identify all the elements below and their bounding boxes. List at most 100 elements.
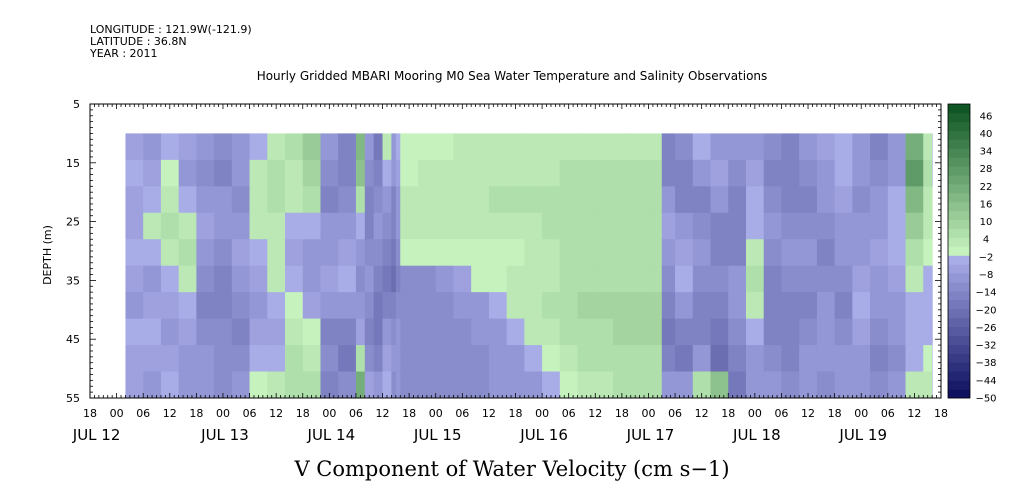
heatmap-cell	[267, 239, 286, 267]
heatmap-cell	[249, 265, 268, 293]
heatmap-cell	[661, 345, 676, 372]
heatmap-cell	[320, 318, 339, 346]
heatmap-cell	[373, 345, 383, 372]
heatmap-cell	[143, 239, 162, 267]
colorbar: 46 40 34 28 22 16 10 4 −2 −8 −14 −20 −26 −32 −38 −44 −50	[947, 103, 997, 405]
heatmap-cell	[577, 318, 596, 346]
heatmap-cell	[196, 265, 215, 293]
colorbar-swatch	[948, 202, 970, 212]
heatmap-cell	[675, 159, 694, 187]
heatmap-cell	[675, 212, 694, 240]
colorbar-swatch	[948, 175, 970, 185]
heatmap-cell	[471, 265, 490, 293]
heatmap-cell	[338, 212, 357, 240]
x-tick-label: 00	[748, 407, 762, 420]
x-tick-label: 18	[934, 407, 948, 420]
heatmap-cell	[320, 212, 339, 240]
heatmap-cell	[488, 186, 508, 214]
colorbar-swatch	[948, 308, 970, 319]
heatmap-cell	[382, 265, 392, 293]
heatmap-cell	[905, 318, 924, 346]
heatmap-cell	[852, 345, 871, 372]
colorbar-swatch	[948, 121, 970, 132]
heatmap-cell	[302, 212, 321, 240]
x-tick-label: 06	[349, 407, 363, 420]
heatmap-cell	[231, 239, 250, 267]
heatmap-cell	[728, 265, 747, 293]
heatmap-cell	[382, 292, 392, 320]
heatmap-cell	[710, 133, 729, 161]
heatmap-cell	[400, 133, 419, 161]
heatmap-cell	[382, 186, 392, 214]
heatmap-cell	[400, 292, 419, 320]
colorbar-swatch	[948, 344, 970, 354]
heatmap-cell	[577, 345, 596, 372]
heatmap-cell	[661, 265, 676, 293]
heatmap-cell	[710, 318, 729, 346]
heatmap-cell	[870, 371, 889, 399]
heatmap-cell	[196, 345, 215, 372]
x-tick-label: 18	[509, 407, 523, 420]
heatmap-cell	[613, 239, 632, 267]
colorbar-swatch	[948, 184, 970, 194]
heatmap-cell	[398, 345, 401, 372]
heatmap-cell	[923, 239, 933, 267]
heatmap-cell	[870, 318, 889, 346]
heatmap-cell	[160, 318, 180, 346]
heatmap-cell	[214, 186, 233, 214]
heatmap-cell	[852, 186, 871, 214]
heatmap-cell	[160, 292, 180, 320]
heatmap-cell	[373, 212, 383, 240]
heatmap-cell	[661, 186, 676, 214]
heatmap-cell	[506, 371, 525, 399]
heatmap-cell	[834, 265, 853, 293]
heatmap-cell	[506, 159, 525, 187]
colorbar-swatch	[948, 389, 970, 399]
heatmap-cell	[923, 212, 933, 240]
heatmap-cell	[196, 239, 215, 267]
heatmap-cell	[178, 265, 197, 293]
heatmap-cell	[675, 239, 694, 267]
heatmap-cell	[648, 292, 663, 320]
heatmap-cell	[160, 265, 180, 293]
heatmap-cell	[143, 318, 162, 346]
heatmap-cell	[320, 345, 339, 372]
x-tick-label: 12	[269, 407, 283, 420]
heatmap-cell	[302, 345, 321, 372]
heatmap-cell	[932, 239, 933, 267]
heatmap-cell	[763, 239, 782, 267]
x-tick-label: 06	[668, 407, 682, 420]
x-tick-label: 06	[881, 407, 895, 420]
heatmap-cell	[613, 345, 632, 372]
heatmap-cell	[364, 239, 375, 267]
heatmap-cell	[398, 159, 401, 187]
heatmap-cell	[834, 292, 853, 320]
heatmap-cell	[320, 186, 339, 214]
heatmap-cell	[745, 292, 765, 320]
heatmap-cell	[763, 186, 782, 214]
heatmap-cell	[630, 292, 649, 320]
heatmap-cell	[887, 265, 906, 293]
heatmap-cell	[398, 239, 401, 267]
heatmap-cell	[506, 133, 525, 161]
heatmap-cell	[488, 318, 508, 346]
heatmap-cell	[816, 186, 836, 214]
colorbar-swatch	[948, 300, 970, 310]
heatmap-cell	[453, 133, 472, 161]
heatmap-cell	[781, 159, 800, 187]
heatmap-cell	[453, 186, 472, 214]
heatmap-cell	[816, 159, 836, 187]
heatmap-cell	[435, 212, 454, 240]
heatmap-cell	[488, 239, 508, 267]
heatmap-cell	[799, 212, 818, 240]
heatmap-cell	[577, 265, 596, 293]
heatmap-cell	[932, 265, 933, 293]
heatmap-cell	[417, 186, 437, 214]
heatmap-cell	[524, 318, 543, 346]
x-tick-label: 12	[695, 407, 709, 420]
heatmap-cell	[373, 133, 383, 161]
heatmap-cell	[435, 133, 454, 161]
heatmap-cell	[302, 318, 321, 346]
heatmap-cell	[763, 212, 782, 240]
y-tick-label: 35	[66, 274, 80, 287]
